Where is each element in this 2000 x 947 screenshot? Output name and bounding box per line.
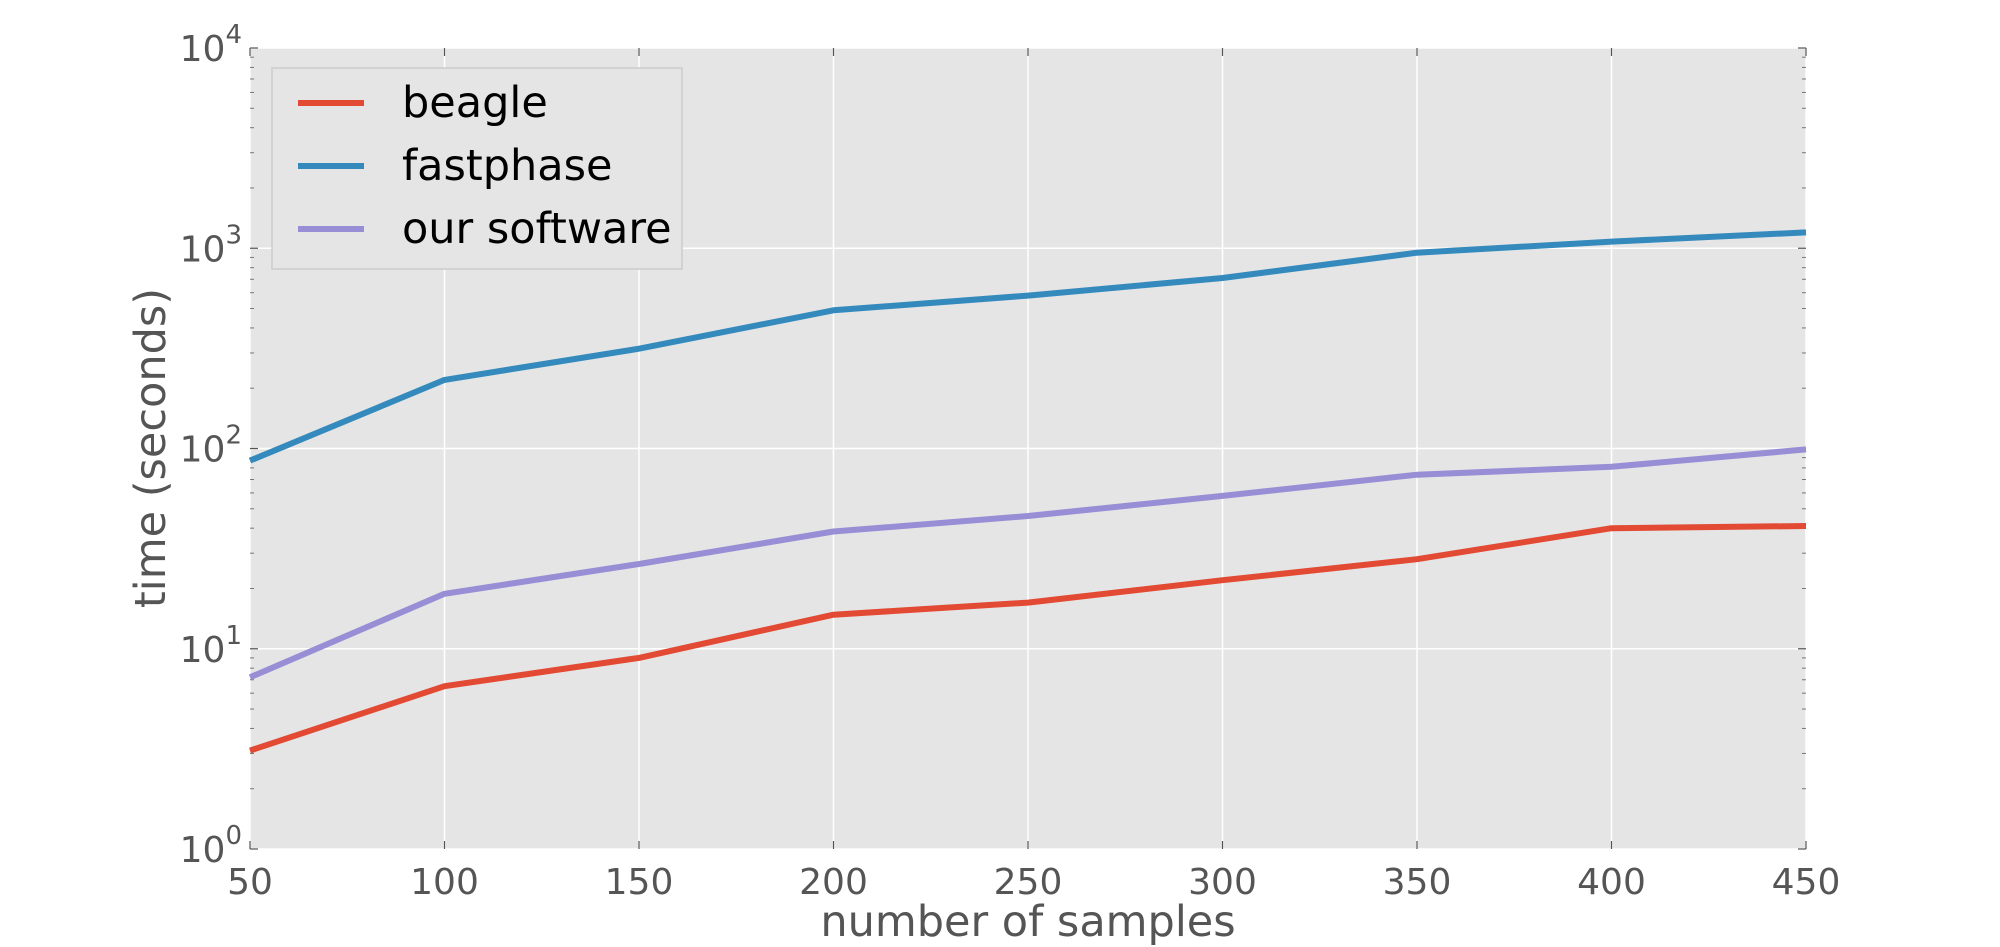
- series-line-fastphase: [248, 229, 1807, 464]
- x-tick-label: 100: [410, 862, 479, 903]
- x-tick-label: 50: [227, 862, 273, 903]
- svg-text:104: 104: [180, 20, 242, 70]
- series-line-beagle: [249, 523, 1807, 754]
- series-lines: [248, 229, 1807, 754]
- y-tick-label: 100: [180, 821, 242, 871]
- y-tick-label: 104: [180, 20, 242, 70]
- series-line-our-software: [248, 446, 1807, 681]
- legend-item-fastphase: fastphase: [298, 141, 613, 191]
- x-tick-label: 450: [1772, 862, 1841, 903]
- legend-item-beagle: beagle: [298, 78, 548, 128]
- x-tick-label: 150: [605, 862, 674, 903]
- y-tick-label: 101: [180, 621, 242, 671]
- legend-label: beagle: [402, 78, 548, 128]
- x-tick-label: 200: [799, 862, 868, 903]
- legend-item-our-software: our software: [298, 204, 672, 254]
- x-axis-label: number of samples: [820, 897, 1235, 947]
- svg-text:102: 102: [180, 421, 242, 471]
- svg-text:101: 101: [180, 621, 242, 671]
- legend: beagle fastphase our software: [271, 67, 683, 270]
- y-axis-label: time (seconds): [126, 288, 176, 608]
- svg-text:100: 100: [180, 821, 242, 871]
- legend-label: our software: [402, 204, 672, 254]
- x-tick-label: 400: [1577, 862, 1646, 903]
- y-tick-label: 102: [180, 421, 242, 471]
- x-tick-labels: 50 100 150 200 250 300 350 400 450: [227, 862, 1840, 903]
- axis-ticks: [249, 47, 1807, 850]
- x-tick-label: 350: [1383, 862, 1452, 903]
- y-tick-labels: 100 101 102 103 104: [180, 20, 242, 871]
- svg-text:103: 103: [180, 220, 242, 270]
- x-tick-label: 250: [994, 862, 1063, 903]
- x-tick-label: 300: [1188, 862, 1257, 903]
- y-tick-label: 103: [180, 220, 242, 270]
- legend-label: fastphase: [402, 141, 613, 191]
